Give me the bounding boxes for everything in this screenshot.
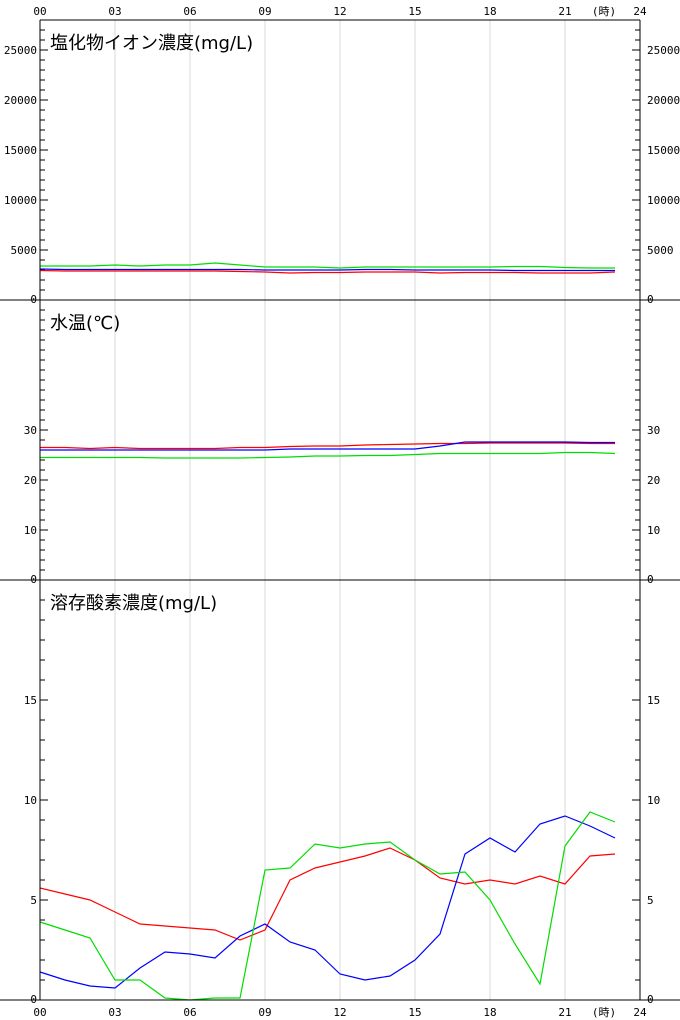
y-tick-label-left: 5 (30, 894, 37, 907)
x-tick-label-bottom: 03 (108, 1006, 121, 1019)
y-tick-label-left: 15000 (4, 144, 37, 157)
y-tick-label-left: 20 (24, 474, 37, 487)
y-tick-label-left: 10000 (4, 194, 37, 207)
x-tick-label-top: 09 (258, 5, 271, 18)
y-tick-label-left: 30 (24, 424, 37, 437)
x-tick-label-bottom: 21 (558, 1006, 571, 1019)
x-tick-label-top: 18 (483, 5, 496, 18)
y-tick-label-left: 5000 (11, 244, 38, 257)
series-line-3 (40, 262, 615, 269)
y-tick-label-left: 10 (24, 524, 37, 537)
x-tick-label-bottom: 18 (483, 1006, 496, 1019)
y-tick-label-right: 20 (647, 474, 660, 487)
panel-title: 溶存酸素濃度(mg/L) (50, 593, 217, 614)
y-tick-label-right: 30 (647, 424, 660, 437)
x-tick-label-bottom: 09 (258, 1006, 271, 1019)
series-line-3 (39, 811, 616, 1001)
series-line-1 (39, 847, 616, 941)
y-tick-label-right: 10 (647, 524, 660, 537)
series-line-1 (39, 269, 616, 274)
y-tick-label-right: 5 (647, 894, 654, 907)
y-tick-label-right: 15000 (647, 144, 680, 157)
y-tick-label-left: 20000 (4, 94, 37, 107)
y-tick-label-right: 10000 (647, 194, 680, 207)
series-line-2 (39, 268, 615, 272)
x-unit-label-top: (時) (592, 5, 616, 18)
y-tick-label-right: 5000 (647, 244, 674, 257)
panel-title: 水温(℃) (50, 313, 120, 334)
y-tick-label-left: 10 (24, 794, 37, 807)
x-tick-label-bottom: 12 (333, 1006, 346, 1019)
x-tick-label-top: 06 (183, 5, 196, 18)
x-tick-label-top: 24 (633, 5, 647, 18)
x-tick-label-bottom: 24 (633, 1006, 647, 1019)
series-line-2 (39, 815, 616, 989)
series-line-3 (40, 451, 616, 459)
series-line-2 (40, 441, 615, 451)
x-tick-label-bottom: 00 (33, 1006, 46, 1019)
x-tick-label-top: 00 (33, 5, 46, 18)
y-tick-label-right: 20000 (647, 94, 680, 107)
y-tick-label-right: 25000 (647, 44, 680, 57)
x-tick-label-top: 21 (558, 5, 571, 18)
x-tick-label-top: 15 (408, 5, 421, 18)
x-unit-label-bottom: (時) (592, 1006, 616, 1019)
y-tick-label-right: 10 (647, 794, 660, 807)
x-tick-label-top: 03 (108, 5, 121, 18)
y-tick-label-right: 15 (647, 694, 660, 707)
x-tick-label-bottom: 06 (183, 1006, 196, 1019)
series-line-1 (40, 442, 615, 450)
y-tick-label-left: 15 (24, 694, 37, 707)
x-tick-label-bottom: 15 (408, 1006, 421, 1019)
panel-title: 塩化物イオン濃度(mg/L) (50, 33, 253, 54)
y-tick-label-left: 25000 (4, 44, 37, 57)
x-tick-label-top: 12 (333, 5, 346, 18)
